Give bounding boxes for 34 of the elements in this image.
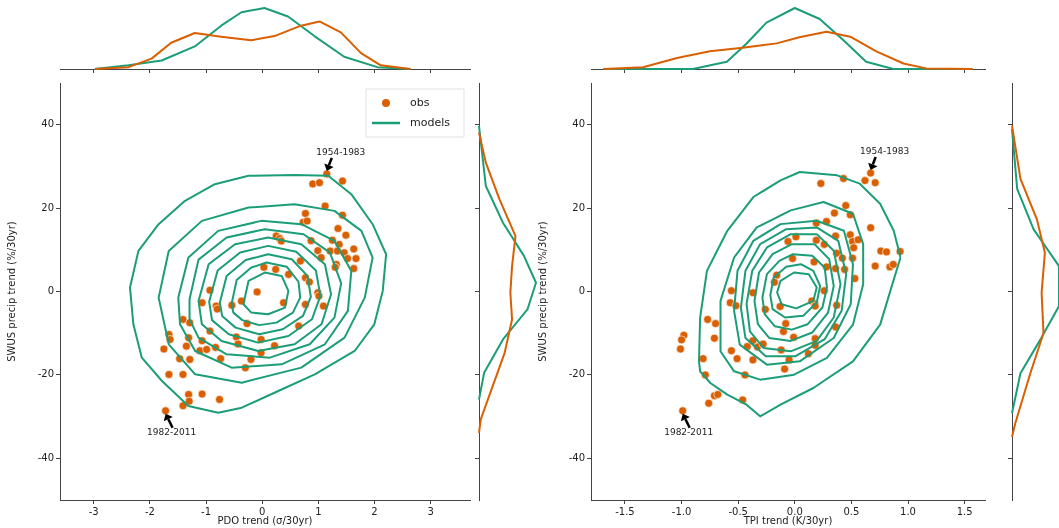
y-tick-label: -40 <box>568 451 585 463</box>
x-tick-label: -1.5 <box>615 505 635 517</box>
y-tick-label: 20 <box>41 201 54 213</box>
x-tick-label: -0.5 <box>728 505 748 517</box>
x-tick-label: 0 <box>259 505 266 517</box>
x-axis-title: TPI trend (K/30yr) <box>742 514 833 526</box>
x-tick-label: 3 <box>427 505 434 517</box>
annotation: 1954-1983 <box>316 147 366 158</box>
y-tick-label: -20 <box>568 368 585 380</box>
x-tick-label: 2 <box>371 505 378 517</box>
x-tick-label: 1.5 <box>956 505 973 517</box>
y-tick-label: 40 <box>41 118 54 130</box>
y-axis-title: SWUS precip trend (%/30yr) <box>536 221 548 362</box>
annotation: 1954-1983 <box>860 146 910 157</box>
x-tick-label: -1.0 <box>671 505 692 517</box>
y-tick-label: 20 <box>572 201 585 213</box>
x-tick-label: 1 <box>315 505 322 517</box>
y-tick-label: 0 <box>47 285 54 297</box>
y-tick-label: 40 <box>572 118 585 130</box>
x-tick-label: -3 <box>88 505 99 517</box>
x-tick-label: 0.5 <box>843 505 860 517</box>
y-tick-label: -40 <box>37 451 54 463</box>
x-axis-title: PDO trend (σ/30yr) <box>217 514 313 526</box>
x-tick-label: -1 <box>201 505 212 517</box>
annotation: 1982-2011 <box>664 427 714 438</box>
y-tick-label: 0 <box>578 285 585 297</box>
y-tick-label: -20 <box>37 368 54 380</box>
legend-label: obs <box>410 95 430 109</box>
x-tick-label: -2 <box>144 505 155 517</box>
y-axis-title: SWUS precip trend (%/30yr) <box>5 221 17 362</box>
annotation: 1982-2011 <box>147 427 197 438</box>
x-tick-label: 0.0 <box>786 505 803 517</box>
annotation: models <box>410 115 451 129</box>
x-tick-label: 1.0 <box>900 505 916 517</box>
